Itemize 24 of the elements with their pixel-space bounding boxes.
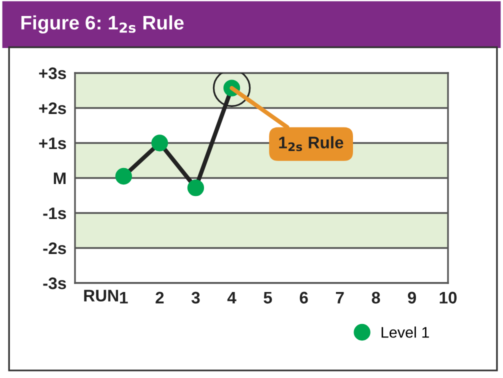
y-tick-label: M xyxy=(54,172,66,184)
x-tick-label: 9 xyxy=(408,292,416,304)
y-tick-label: -1s xyxy=(43,208,66,220)
annotation: 1$_{2s}$ Rule xyxy=(279,136,344,152)
x-tick-label: 7 xyxy=(336,292,344,304)
x-tick-label: 2 xyxy=(156,292,164,304)
y-tick-label: +2s xyxy=(39,102,66,114)
x-tick-label: 3 xyxy=(191,292,200,304)
point xyxy=(151,134,168,152)
x-tick-label: 10 xyxy=(440,292,457,304)
point xyxy=(187,179,204,196)
x-tick-label: 8 xyxy=(372,292,380,304)
chart-title: Figure 6: 1$_{2s}$ Rule xyxy=(21,15,184,34)
x-tick-label: 4 xyxy=(227,292,236,304)
y-tick-label: -2s xyxy=(43,242,66,254)
y-tick-label: -3s xyxy=(43,277,66,290)
x-tick-label: 6 xyxy=(300,292,308,304)
x-axis-title: RUN xyxy=(84,290,118,302)
point xyxy=(115,168,132,185)
x-tick-label: 5 xyxy=(264,292,272,304)
y-tick-label: +1s xyxy=(39,138,66,150)
legend-label: Level 1 xyxy=(382,326,429,338)
x-tick-label: 1 xyxy=(120,292,128,304)
y-tick-label: +3s xyxy=(39,67,66,80)
